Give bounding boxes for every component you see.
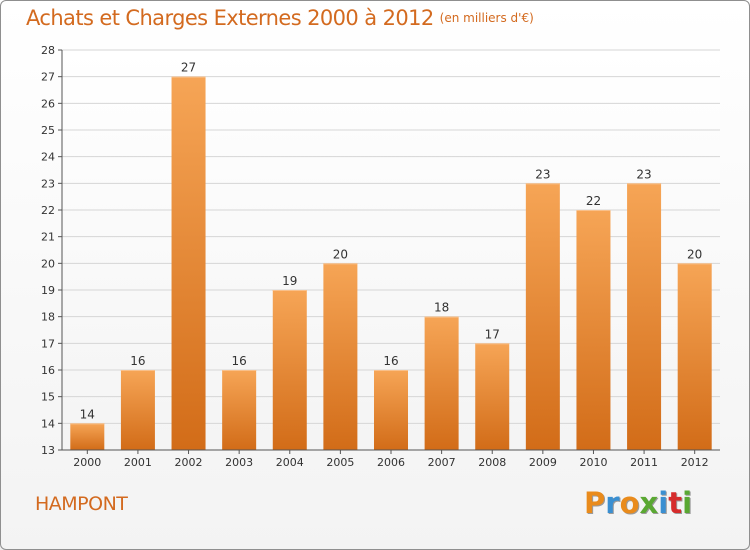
bar-2008 [475,343,510,450]
bar-2009 [525,183,560,451]
y-tick-label: 22 [41,204,55,217]
data-label-2007: 18 [434,301,449,315]
brand-letter: x [639,486,659,520]
x-tick-label: 2009 [529,456,557,469]
x-tick-label: 2006 [377,456,405,469]
data-label-2002: 27 [181,61,196,75]
y-tick-label: 20 [41,257,55,270]
bar-2003 [222,370,257,450]
axes: 13 14 15 16 17 18 19 20 21 22 23 24 25 26 27 28 2000 2001… [41,44,720,469]
data-label-2000: 14 [80,407,95,421]
x-tick-label: 2010 [579,456,607,469]
y-tick-label: 24 [41,151,55,164]
y-tick-label: 28 [41,44,55,57]
y-tick-label: 16 [41,364,55,377]
x-tick-label: 2005 [326,456,354,469]
x-tick-label: 2001 [124,456,152,469]
brand-logo: Proxiti [584,486,692,520]
y-tick-label: 25 [41,124,55,137]
brand-letter: i [658,486,669,520]
data-label-2004: 19 [282,274,297,288]
bars [70,76,712,451]
x-tick-label: 2011 [630,456,658,469]
y-tick-label: 18 [41,311,55,324]
x-tick-label: 2012 [681,456,709,469]
y-tick-label: 21 [41,231,55,244]
data-label-2006: 16 [383,354,398,368]
bar-2006 [374,370,408,450]
y-tick-label: 14 [41,417,55,430]
y-tick-label: 19 [41,284,55,297]
bar-2004 [272,290,307,450]
bar-2010 [576,210,611,450]
data-label-2008: 17 [485,327,500,341]
chart-unit-label: (en milliers d'€) [439,11,534,25]
y-tick-label: 27 [41,71,55,84]
y-tick-label: 23 [41,177,55,190]
y-tick-label: 17 [41,337,55,350]
data-label-2010: 22 [586,194,601,208]
place-name: HAMPONT [35,493,128,515]
brand-letter: t [668,486,683,520]
bar-2012 [677,263,712,450]
data-label-2012: 20 [687,247,702,261]
bar-2007 [424,316,459,450]
brand-letter: o [619,486,640,520]
data-label-2003: 16 [232,354,247,368]
x-tick-label: 2004 [276,456,304,469]
chart-title: Achats et Charges Externes 2000 à 2012 (e… [26,6,534,30]
x-tick-label: 2000 [73,456,101,469]
bar-2000 [70,423,105,450]
data-label-2001: 16 [130,354,145,368]
brand-letter: r [605,486,620,520]
x-tick-label: 2003 [225,456,253,469]
x-tick-label: 2002 [175,456,203,469]
data-label-2005: 20 [333,247,348,261]
bar-2011 [627,183,662,451]
y-tick-label: 13 [41,444,55,457]
brand-letter: i [682,486,693,520]
x-tick-label: 2008 [478,456,506,469]
y-tick-label: 15 [41,391,55,404]
brand-letter: P [584,486,606,520]
chart-title-text: Achats et Charges Externes 2000 à 2012 [26,6,434,30]
x-tick-label: 2007 [428,456,456,469]
bar-2001 [120,370,155,450]
data-label-2009: 23 [535,167,550,181]
data-labels: 14 16 27 16 19 20 16 18 17 23 22 23 20 [80,61,703,422]
bar-2005 [323,263,358,450]
data-label-2011: 23 [636,167,651,181]
bar-2002 [171,76,206,451]
y-tick-label: 26 [41,97,55,110]
